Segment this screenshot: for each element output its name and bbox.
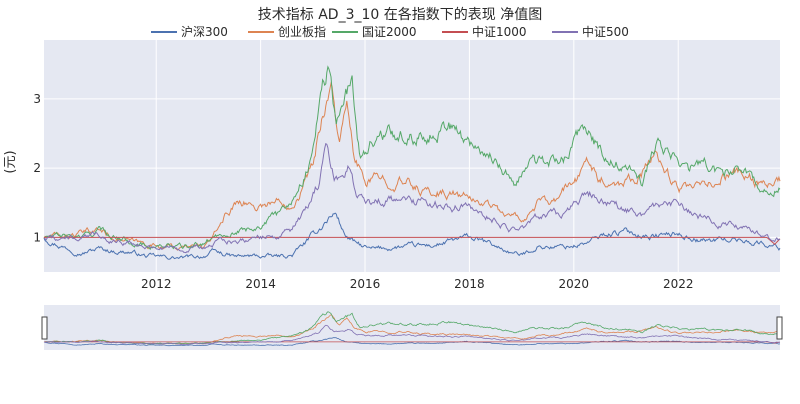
legend-label: 国证2000 bbox=[362, 25, 417, 39]
legend-label: 创业板指 bbox=[278, 24, 326, 39]
legend-label: 中证500 bbox=[582, 24, 629, 39]
x-tick-label: 2014 bbox=[245, 277, 276, 291]
range-slider-series-line bbox=[43, 324, 781, 346]
legend-label: 沪深300 bbox=[181, 25, 228, 39]
series-line bbox=[44, 236, 781, 246]
legend-item[interactable]: 创业板指 bbox=[248, 24, 326, 39]
x-tick-label: 2020 bbox=[559, 277, 590, 291]
range-slider[interactable] bbox=[41, 305, 783, 350]
legend-item[interactable]: 沪深300 bbox=[151, 25, 228, 39]
y-tick-label: 1 bbox=[33, 230, 41, 244]
range-slider-lines bbox=[43, 311, 781, 347]
x-tick-label: 2016 bbox=[350, 277, 381, 291]
legend-item[interactable]: 中证500 bbox=[552, 24, 629, 39]
chart-title: 技术指标 AD_3_10 在各指数下的表现 净值图 bbox=[258, 7, 542, 23]
x-tick-label: 2018 bbox=[454, 277, 485, 291]
x-tick-label: 2022 bbox=[663, 277, 694, 291]
legend-item[interactable]: 中证1000 bbox=[442, 24, 527, 39]
legend-item[interactable]: 国证2000 bbox=[332, 25, 417, 39]
y-axis-label: (元) bbox=[3, 150, 18, 173]
x-tick-label: 2012 bbox=[141, 277, 172, 291]
legend-label: 中证1000 bbox=[472, 24, 527, 39]
range-slider-handle-right[interactable] bbox=[776, 316, 783, 340]
y-tick-label: 2 bbox=[33, 161, 41, 175]
legend[interactable]: 沪深300 创业板指 国证2000 中证1000 中证500 bbox=[151, 24, 629, 39]
y-axis-ticks: 1 2 3 bbox=[33, 92, 41, 245]
series-line bbox=[43, 142, 781, 254]
series-line bbox=[43, 65, 781, 251]
y-tick-label: 3 bbox=[33, 92, 41, 106]
series-lines bbox=[43, 65, 781, 260]
x-axis-ticks: 2012 2014 2016 2018 2020 2022 bbox=[141, 277, 694, 291]
range-slider-handle-left[interactable] bbox=[41, 316, 48, 340]
range-slider-series-line bbox=[44, 341, 781, 344]
